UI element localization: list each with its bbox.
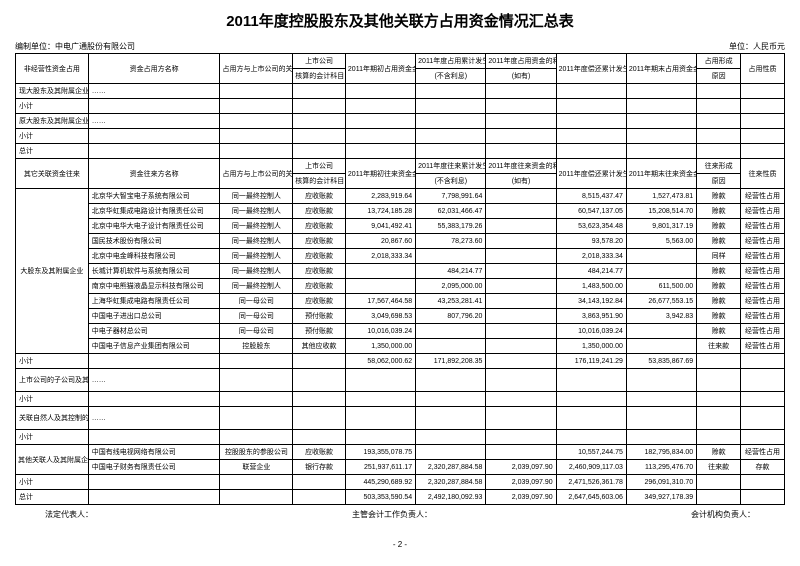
hdr-cell: 上市公司 <box>293 159 346 174</box>
hdr-cell: (如有) <box>486 174 556 189</box>
hdr-cell: 占用性质 <box>741 54 785 84</box>
header-row: 编制单位：中电广通股份有限公司 单位：人民币元 <box>15 41 785 52</box>
hdr-cell: 2011年度偿还累计发生金额 <box>556 159 626 189</box>
table-row: 原大股东及其附属企业…… <box>16 114 785 129</box>
table-row: 中国电子进出口总公司同一母公司预付账款3,049,698.53807,796.2… <box>16 309 785 324</box>
table-row: 中国电子信息产业集团有限公司控股股东其他应收款1,350,000.001,350… <box>16 339 785 354</box>
hdr-cell: 2011年度偿还累计发生金额 <box>556 54 626 84</box>
table-row: 大股东及其附属企业 北京华大智宝电子系统有限公司同一最终控制人应收账款2,283… <box>16 189 785 204</box>
subtotal-row: 小计58,062,000.62171,892,208.35176,119,241… <box>16 354 785 369</box>
table-row: 上海华虹集成电路有限责任公司同一母公司应收账款17,567,464.5843,2… <box>16 294 785 309</box>
signature-row: 法定代表人： 主管会计工作负责人： 会计机构负责人： <box>15 509 785 520</box>
hdr-cell: 2011年期末占用资金金额 <box>626 54 696 84</box>
unit-label: 单位：人民币元 <box>729 41 785 52</box>
hdr-cell: (不含利息) <box>416 69 486 84</box>
hdr-cell: 2011年度往来资金的利息 <box>486 159 556 174</box>
hdr-cell: (不含利息) <box>416 174 486 189</box>
hdr-cell: 资金往来方名称 <box>88 159 220 189</box>
group-cell: 其他关联人及其附属企业 <box>16 445 89 475</box>
hdr-cell: (如有) <box>486 69 556 84</box>
table-row: 现大股东及其附属企业…… <box>16 84 785 99</box>
hdr-cell: 核算的会计科目 <box>293 174 346 189</box>
table-row: 中电子器材总公司同一母公司预付账款10,016,039.2410,016,039… <box>16 324 785 339</box>
page-title: 2011年度控股股东及其他关联方占用资金情况汇总表 <box>15 10 785 31</box>
hdr-cell: 资金占用方名称 <box>88 54 220 84</box>
hdr-cell: 非经营性资金占用 <box>16 54 89 84</box>
table-header-row: 非经营性资金占用 资金占用方名称 占用方与上市公司的关联关系 上市公司 2011… <box>16 54 785 69</box>
signer-3: 会计机构负责人： <box>691 509 755 520</box>
hdr-cell: 2011年度占用资金的利息 <box>486 54 556 69</box>
table-row: 中国电子财务有限责任公司联营企业银行存款251,937,611.172,320,… <box>16 460 785 475</box>
table-row: 关联自然人及其控制的法人…… <box>16 407 785 430</box>
table-row: 小计 <box>16 99 785 114</box>
hdr-cell: 2011年度往来累计发生金额 <box>416 159 486 174</box>
hdr-cell: 2011年度占用累计发生金额 <box>416 54 486 69</box>
table-row: 小计 <box>16 392 785 407</box>
group-cell: 大股东及其附属企业 <box>16 189 89 354</box>
table-row: 小计 <box>16 129 785 144</box>
table-row: 上市公司的子公司及其附属企业…… <box>16 369 785 392</box>
signer-2: 主管会计工作负责人： <box>352 509 432 520</box>
hdr-cell: 占用形成 <box>697 54 741 69</box>
hdr-cell: 核算的会计科目 <box>293 69 346 84</box>
table-row: 北京中电华大电子设计有限责任公司同一最终控制人应收账款9,041,492.415… <box>16 219 785 234</box>
hdr-cell: 原因 <box>697 69 741 84</box>
hdr-cell: 2011年期末往来资金金额 <box>626 159 696 189</box>
table-row: 其他关联人及其附属企业 中国有线电视网络有限公司控股股东的参股公司应收账款193… <box>16 445 785 460</box>
page-number: - 2 - <box>15 540 785 549</box>
hdr-cell: 占用方与上市公司的关联关系 <box>220 54 293 84</box>
table-header-row: 其它关联资金往来 资金往来方名称 占用方与上市公司的关联关系 上市公司 2011… <box>16 159 785 174</box>
hdr-cell: 其它关联资金往来 <box>16 159 89 189</box>
main-table: 非经营性资金占用 资金占用方名称 占用方与上市公司的关联关系 上市公司 2011… <box>15 53 785 505</box>
table-row: 南京中电熊猫液晶显示科技有限公司同一最终控制人应收账款2,095,000.001… <box>16 279 785 294</box>
signer-1: 法定代表人： <box>45 509 93 520</box>
hdr-cell: 往来形成 <box>697 159 741 174</box>
subtotal-row: 小计445,290,689.922,320,287,884.582,039,09… <box>16 475 785 490</box>
hdr-cell: 上市公司 <box>293 54 346 69</box>
table-row: 总计 <box>16 144 785 159</box>
hdr-cell: 原因 <box>697 174 741 189</box>
org-label: 编制单位：中电广通股份有限公司 <box>15 41 135 52</box>
table-row: 长城计算机软件与系统有限公司同一最终控制人应收账款484,214.77484,2… <box>16 264 785 279</box>
table-row: 国民技术股份有限公司同一最终控制人应收账款20,867.6078,273.609… <box>16 234 785 249</box>
total-row: 总计503,353,590.542,492,180,092.932,039,09… <box>16 490 785 505</box>
table-row: 小计 <box>16 430 785 445</box>
hdr-cell: 2011年期初往来资金金额 <box>345 159 415 189</box>
hdr-cell: 占用方与上市公司的关联关系 <box>220 159 293 189</box>
table-row: 北京中电金峰科技有限公司同一最终控制人应收账款2,018,333.342,018… <box>16 249 785 264</box>
hdr-cell: 2011年期初占用资金金额 <box>345 54 415 84</box>
table-row: 北京华虹集成电路设计有限责任公司同一最终控制人应收账款13,724,185.28… <box>16 204 785 219</box>
hdr-cell: 往来性质 <box>741 159 785 189</box>
